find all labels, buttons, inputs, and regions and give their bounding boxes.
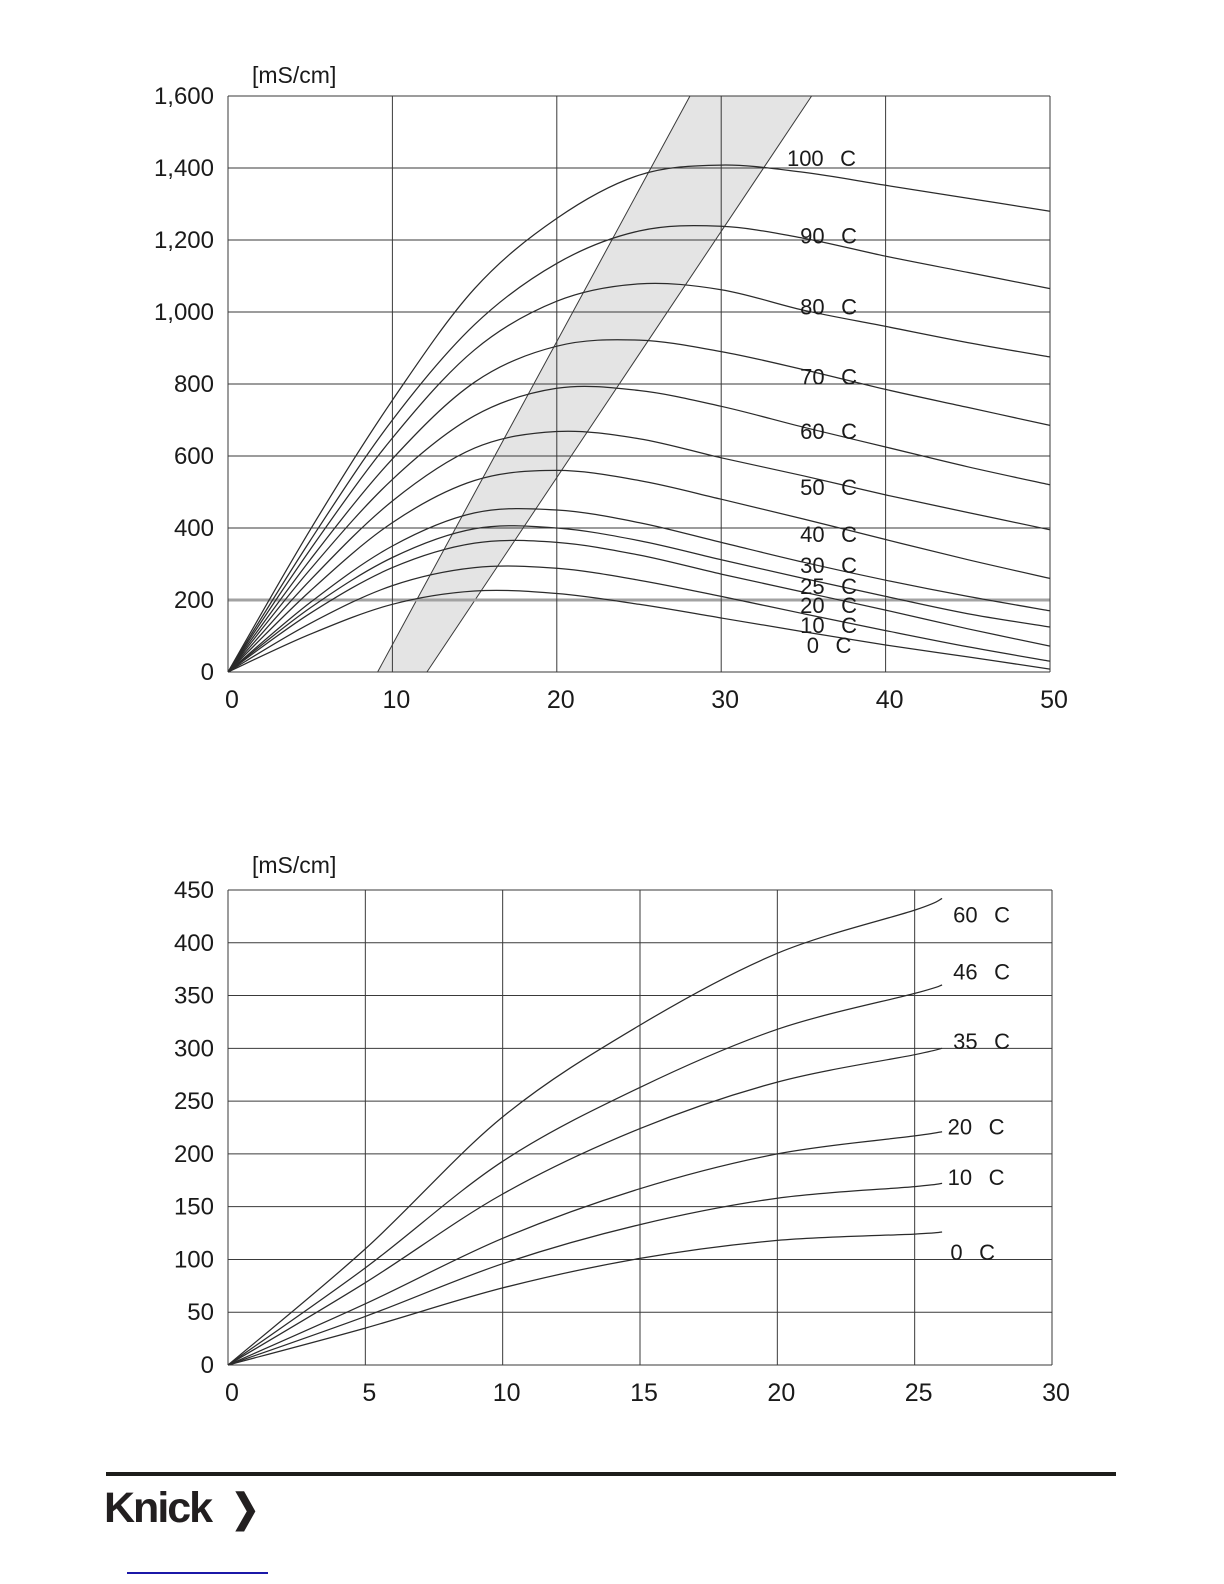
y-tick-label: 0 [201, 1352, 214, 1379]
curve-40c [227, 469, 1051, 673]
curve-25c [227, 525, 1051, 673]
x-tick-label: 0 [225, 1379, 239, 1407]
knick-logo-text: Knick [104, 1484, 213, 1532]
y-tick-label: 400 [174, 930, 214, 957]
curve-100c [227, 164, 1051, 673]
curve-60c [227, 897, 943, 1366]
curve-0c [227, 589, 1051, 673]
curve-0c [227, 1231, 943, 1366]
footer-divider [106, 1472, 1116, 1476]
y-tick-label: 450 [174, 877, 214, 904]
curve-10c [227, 1182, 943, 1366]
x-tick-label: 0 [225, 686, 239, 714]
y-tick-label: 350 [174, 983, 214, 1010]
top-chart: 0 200 400 600 800 1,000 1,200 1,400 1,600 0 10 20 30… [154, 83, 1068, 714]
curve-label-80c: 80 C [800, 295, 857, 320]
footer-link-underline [127, 1572, 268, 1574]
curve-label-60c: 60 C [800, 419, 857, 444]
chevron-right-icon: ❯ [231, 1486, 260, 1531]
bottom-chart-unit-label: [mS/cm] [252, 852, 337, 878]
curve-70c [227, 339, 1051, 673]
y-tick-label: 1,400 [154, 155, 214, 182]
y-tick-label: 150 [174, 1194, 214, 1221]
y-tick-label: 200 [174, 1141, 214, 1168]
curve-50c [227, 430, 1051, 673]
curve-35c [227, 1047, 943, 1366]
x-tick-label: 20 [767, 1379, 795, 1407]
curve-label-35c: 35 C [953, 1029, 1010, 1054]
curve-20c [227, 539, 1051, 673]
x-tick-label: 40 [876, 686, 904, 714]
curve-label-10c: 10 C [800, 613, 857, 638]
y-tick-label: 250 [174, 1088, 214, 1115]
curve-label-50c: 50 C [800, 475, 857, 500]
curve-80c [227, 282, 1051, 673]
curve-60c [227, 385, 1051, 673]
x-tick-label: 30 [711, 686, 739, 714]
top-chart-unit-label: [mS/cm] [252, 62, 337, 88]
y-tick-label: 800 [174, 371, 214, 398]
curve-30c [227, 507, 1051, 673]
x-tick-label: 5 [362, 1379, 376, 1407]
x-tick-label: 30 [1042, 1379, 1070, 1407]
curve-46c [227, 984, 943, 1366]
y-tick-label: 0 [201, 659, 214, 686]
y-tick-label: 100 [174, 1246, 214, 1273]
knick-logo: Knick ❯ [104, 1484, 260, 1533]
curve-label-60c: 60 C [953, 902, 1010, 927]
x-tick-label: 50 [1040, 686, 1068, 714]
bottom-chart: 0 50 100 150 200 250 300 350 400 450 0 5 10 15 20 25 30 6… [174, 877, 1070, 1407]
x-tick-label: 10 [493, 1379, 521, 1407]
x-tick-label: 20 [547, 686, 575, 714]
curve-label-70c: 70 C [800, 365, 857, 390]
y-tick-label: 1,000 [154, 299, 214, 326]
x-tick-label: 15 [630, 1379, 658, 1407]
curve-label-25c: 25 C [800, 574, 857, 599]
y-tick-label: 400 [174, 515, 214, 542]
curve-label-10c: 10 C [948, 1165, 1005, 1190]
curve-label-30c: 30 C [800, 553, 857, 578]
y-tick-label: 50 [187, 1299, 214, 1326]
curve-label-20c: 20 C [800, 593, 857, 618]
curve-90c [227, 224, 1051, 673]
y-tick-label: 1,600 [154, 83, 214, 110]
curve-10c [227, 565, 1051, 673]
curve-label-90c: 90 C [800, 223, 857, 248]
curve-label-46c: 46 C [953, 959, 1010, 984]
y-tick-label: 600 [174, 443, 214, 470]
y-tick-label: 200 [174, 587, 214, 614]
x-tick-label: 10 [382, 686, 410, 714]
curve-label-100c: 100 C [787, 146, 856, 171]
curve-label-20c: 20 C [948, 1115, 1005, 1140]
curve-label-40c: 40 C [800, 522, 857, 547]
y-tick-label: 300 [174, 1035, 214, 1062]
y-tick-label: 1,200 [154, 227, 214, 254]
curve-20c [227, 1131, 943, 1366]
x-tick-label: 25 [905, 1379, 933, 1407]
